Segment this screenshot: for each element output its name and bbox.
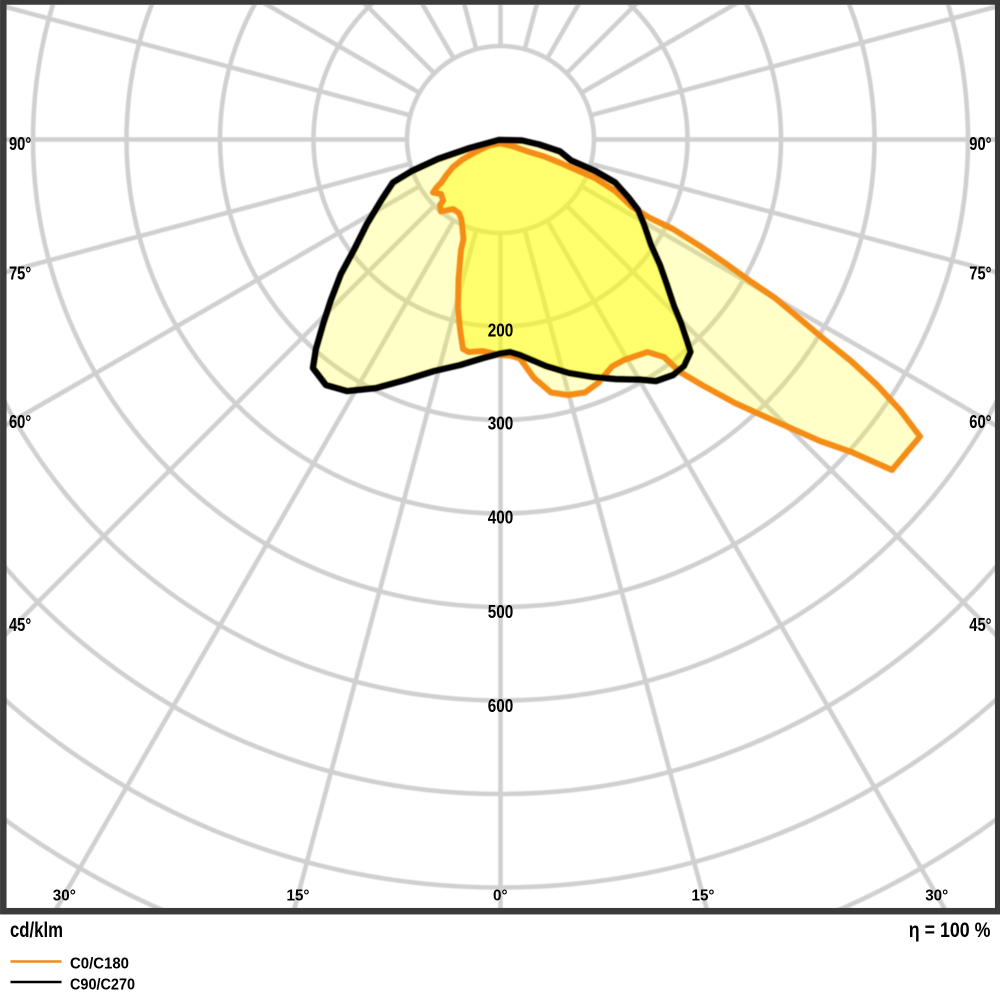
svg-text:60°: 60° — [969, 412, 991, 432]
svg-text:600: 600 — [488, 696, 514, 716]
svg-text:200: 200 — [488, 321, 514, 341]
svg-text:η = 100 %: η = 100 % — [909, 919, 991, 942]
svg-text:C90/C270: C90/C270 — [70, 976, 135, 993]
svg-text:75°: 75° — [9, 264, 31, 284]
svg-text:0°: 0° — [493, 887, 508, 904]
svg-text:60°: 60° — [9, 412, 31, 432]
svg-text:30°: 30° — [53, 887, 76, 904]
svg-text:45°: 45° — [969, 615, 991, 635]
svg-text:90°: 90° — [9, 134, 31, 154]
svg-text:30°: 30° — [925, 887, 948, 904]
svg-text:C0/C180: C0/C180 — [70, 956, 129, 973]
svg-text:cd/klm: cd/klm — [10, 919, 63, 942]
svg-text:300: 300 — [488, 414, 514, 434]
svg-text:90°: 90° — [969, 134, 991, 154]
svg-text:45°: 45° — [9, 615, 31, 635]
svg-text:15°: 15° — [692, 887, 715, 904]
svg-text:75°: 75° — [969, 264, 991, 284]
svg-text:500: 500 — [488, 602, 514, 622]
svg-text:400: 400 — [488, 508, 514, 528]
svg-text:15°: 15° — [287, 887, 310, 904]
